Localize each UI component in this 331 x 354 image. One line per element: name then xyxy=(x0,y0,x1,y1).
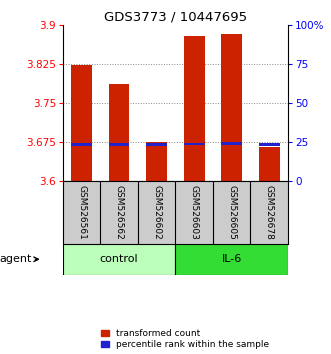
Title: GDS3773 / 10447695: GDS3773 / 10447695 xyxy=(104,11,247,24)
Text: control: control xyxy=(100,254,138,264)
Bar xyxy=(184,36,205,181)
Bar xyxy=(109,143,129,146)
Text: GSM526561: GSM526561 xyxy=(77,185,86,240)
Bar xyxy=(259,147,279,181)
Bar xyxy=(146,143,167,146)
Bar xyxy=(175,244,288,275)
Text: GSM526603: GSM526603 xyxy=(190,185,199,240)
Legend: transformed count, percentile rank within the sample: transformed count, percentile rank withi… xyxy=(101,329,269,349)
Text: GSM526605: GSM526605 xyxy=(227,185,236,240)
Bar xyxy=(259,143,279,146)
Bar xyxy=(184,143,205,145)
Text: agent: agent xyxy=(0,254,31,264)
Bar xyxy=(71,65,92,181)
Text: IL-6: IL-6 xyxy=(221,254,242,264)
Bar xyxy=(109,84,129,181)
Bar xyxy=(221,142,242,145)
Text: GSM526562: GSM526562 xyxy=(115,185,124,240)
Text: GSM526602: GSM526602 xyxy=(152,185,161,240)
Bar xyxy=(221,34,242,181)
Text: GSM526678: GSM526678 xyxy=(265,185,274,240)
Bar xyxy=(146,142,167,181)
Bar xyxy=(71,143,92,146)
Bar xyxy=(63,244,175,275)
